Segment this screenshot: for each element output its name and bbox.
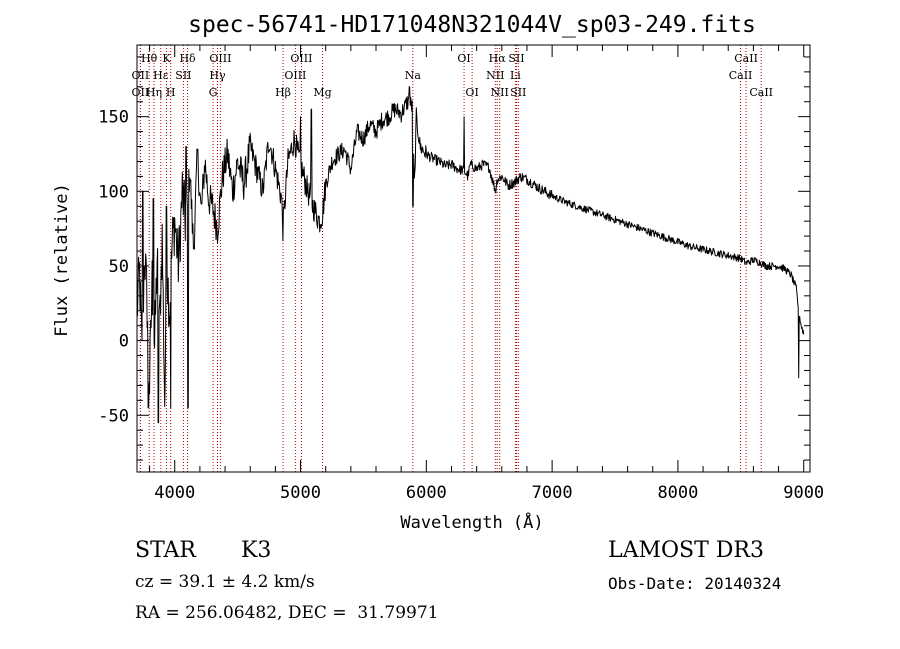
y-tick-label: -50 [98,406,129,426]
spectral-line-label: SII [510,86,526,99]
spectral-line-label: NII [491,86,509,99]
spectral-line-label: Li [510,69,521,82]
spectral-line-label: CaII [749,86,773,99]
y-axis-label: Flux (relative) [52,183,72,337]
spectral-line-label: Hδ [179,52,196,65]
y-tick-label: 100 [98,182,129,202]
spectral-line-label: SII [175,69,191,82]
chart-title: spec-56741-HD171048N321044V_sp03-249.fit… [188,12,756,38]
spectral-line-label: NII [486,69,504,82]
spectral-line-label: Hε [153,69,169,82]
spectral-line-label: Mg [313,86,331,99]
spectral-line-label: H [166,86,176,99]
spectral-line-label: OIII [209,52,231,65]
object-class: STAR [135,538,196,563]
x-tick-label: 8000 [657,483,698,503]
y-tick-label: 150 [98,108,129,128]
axes: 4000 5000 6000 7000 8000 9000 -50 0 50 100 150 [98,45,824,503]
spectral-line-label: K [162,52,171,65]
y-tick-label: 50 [109,257,129,277]
x-tick-label: 7000 [532,483,573,503]
spectral-line-label: OII [132,86,150,99]
x-tick-label: 5000 [280,483,321,503]
y-tick-label: 0 [119,332,129,352]
x-tick-label: 9000 [783,483,824,503]
spectral-line-label: OI [465,86,478,99]
spectral-line-label: Hβ [275,86,291,99]
spectral-line-label: G [209,86,218,99]
line-markers [139,45,762,472]
spectral-line-label: OIII [290,52,312,65]
spectrum-layer [136,86,805,424]
spectral-line-label: CaII [734,52,758,65]
survey-name: LAMOST DR3 [608,538,764,563]
coordinates: RA = 256.06482, DEC = 31.79971 [135,603,439,623]
observation-date: Obs-Date: 20140324 [608,574,782,593]
spectral-line-label: Hη [146,86,162,99]
x-tick-label: 6000 [406,483,447,503]
spectral-line-label: Hγ [209,69,226,82]
spectral-line-label: Na [405,69,422,82]
spectral-line-label: CaII [729,69,753,82]
spectral-line-label: Hα [489,52,507,65]
x-axis-label: Wavelength (Å) [400,511,543,533]
spectrum-line [136,86,805,424]
spectral-line-label: OII [132,69,150,82]
redshift-value: cz = 39.1 ± 4.2 km/s [135,572,315,592]
x-tick-label: 4000 [154,483,195,503]
spectral-line-label: SII [508,52,524,65]
spectral-line-label: OIII [284,69,306,82]
plot-frame [136,44,811,473]
object-subclass: K3 [241,538,272,563]
spectral-line-label: OI [457,52,470,65]
spectral-line-label: Hθ [141,52,158,65]
